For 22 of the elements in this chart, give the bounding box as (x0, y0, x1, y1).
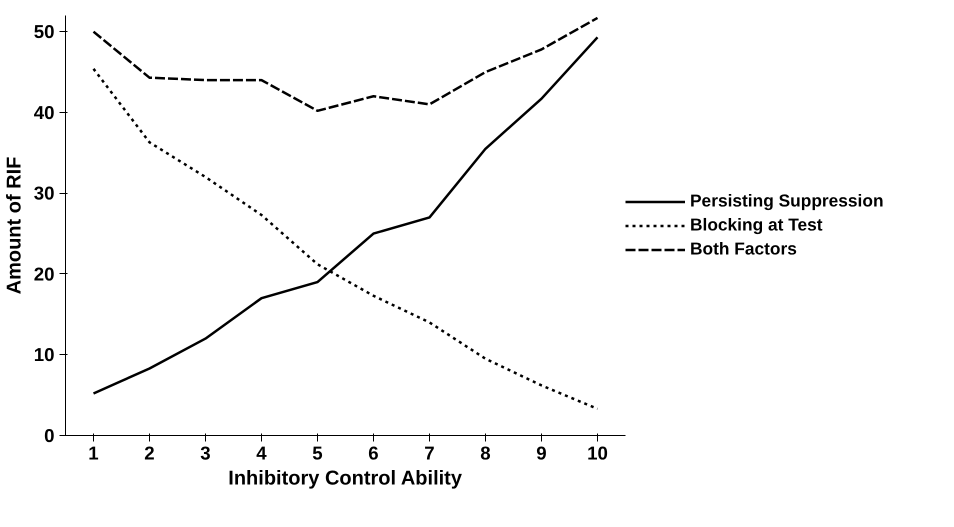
x-tick-label: 9 (536, 442, 547, 464)
x-axis-title: Inhibitory Control Ability (228, 468, 463, 490)
legend-label: Persisting Suppression (690, 190, 884, 212)
y-tick-label: 0 (44, 425, 55, 446)
x-tick-label: 1 (88, 442, 99, 464)
x-tick-label: 3 (200, 442, 211, 464)
y-tick-label: 30 (34, 182, 55, 204)
x-tick-label: 5 (312, 442, 323, 464)
y-tick-label: 40 (34, 102, 55, 123)
x-tick-label: 6 (368, 442, 379, 464)
line-series (92, 16, 599, 112)
y-tick-label: 20 (34, 263, 55, 284)
y-axis-title: Amount of RIF (4, 156, 26, 294)
legend-label: Both Factors (690, 238, 797, 260)
y-tick-label: 10 (34, 344, 55, 366)
y-tick-label: 50 (34, 21, 55, 42)
x-tick-label: 2 (144, 442, 155, 464)
x-tick-label: 7 (424, 442, 435, 464)
legend-label: Blocking at Test (690, 214, 823, 236)
x-tick-label: 8 (480, 442, 491, 464)
x-tick-label: 4 (256, 442, 268, 464)
x-tick-label: 10 (587, 442, 608, 464)
